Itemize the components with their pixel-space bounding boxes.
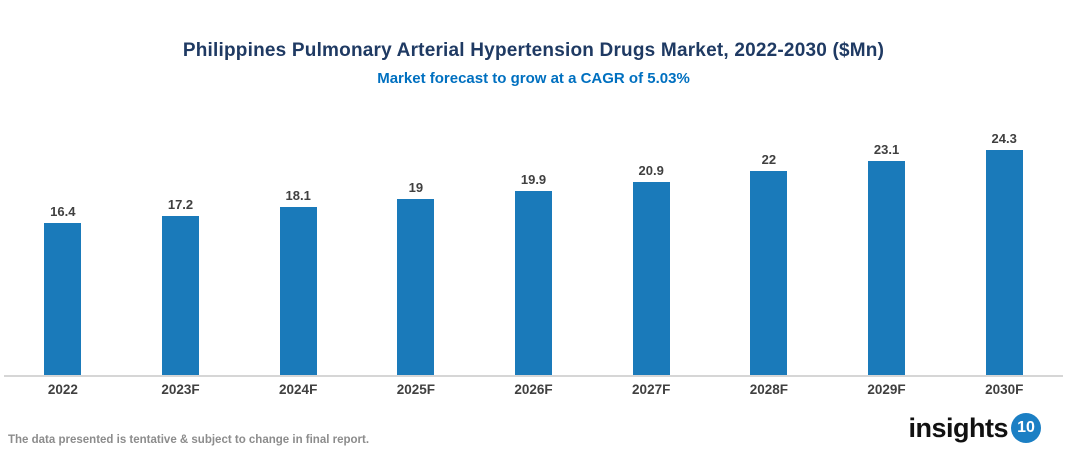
bar-value-label: 18.1 <box>285 188 311 204</box>
bar <box>750 171 788 375</box>
bar-column: 24.3 <box>945 100 1063 375</box>
x-axis-tick-label: 2028F <box>749 382 788 397</box>
bar-value-label: 19 <box>408 180 424 196</box>
x-axis-tick-label: 2029F <box>867 382 906 397</box>
bar-value-label: 22 <box>761 152 777 168</box>
footer-note: The data presented is tentative & subjec… <box>8 434 370 446</box>
bar-column: 20.9 <box>592 100 710 375</box>
bar-value-label: 17.2 <box>167 196 194 212</box>
logo-badge-icon: 10 <box>1011 413 1041 443</box>
x-axis-tick-label: 2030F <box>985 382 1024 397</box>
bar <box>279 207 317 375</box>
bar-column: 16.4 <box>4 100 122 375</box>
x-axis-tick-label: 2026F <box>514 382 553 397</box>
bar-column: 19 <box>357 100 475 375</box>
bar-column: 23.1 <box>828 100 946 375</box>
bar <box>632 181 670 375</box>
bar <box>868 161 906 375</box>
bar-column: 19.9 <box>475 100 593 375</box>
x-axis-tick-label: 2025F <box>396 382 435 397</box>
bar-value-label: 20.9 <box>638 162 664 178</box>
bar-value-label: 16.4 <box>50 204 76 220</box>
bar <box>162 215 199 375</box>
bar-value-label: 19.9 <box>520 171 547 187</box>
bar-value-label: 23.1 <box>873 142 900 158</box>
chart-title: Philippines Pulmonary Arterial Hypertens… <box>182 40 885 61</box>
x-axis-tick-label: 2022 <box>47 382 78 397</box>
x-axis-tick-label: 2024F <box>279 382 318 397</box>
plot-area: 16.4 17.2 18.1 19 19.9 20.9 22 23.1 24.3 <box>4 100 1063 377</box>
bar-column: 22 <box>710 100 828 375</box>
bar <box>985 150 1023 375</box>
logo-wordmark: insights <box>908 412 1008 443</box>
bar-value-label: 24.3 <box>991 131 1017 146</box>
bar <box>397 199 435 375</box>
bar-column: 17.2 <box>122 100 240 375</box>
chart-subtitle: Market forecast to grow at a CAGR of 5.0… <box>377 70 690 87</box>
bar-column: 18.1 <box>239 100 357 375</box>
bar <box>44 223 82 375</box>
x-axis-labels: 2022 2023F 2024F 2025F 2026F 2027F 2028F 2029F 2… <box>4 382 1063 397</box>
x-axis-tick-label: 2023F <box>161 382 200 397</box>
insights10-logo: insights 10 <box>908 413 1041 443</box>
bar <box>515 190 553 375</box>
x-axis-tick-label: 2027F <box>632 382 671 397</box>
